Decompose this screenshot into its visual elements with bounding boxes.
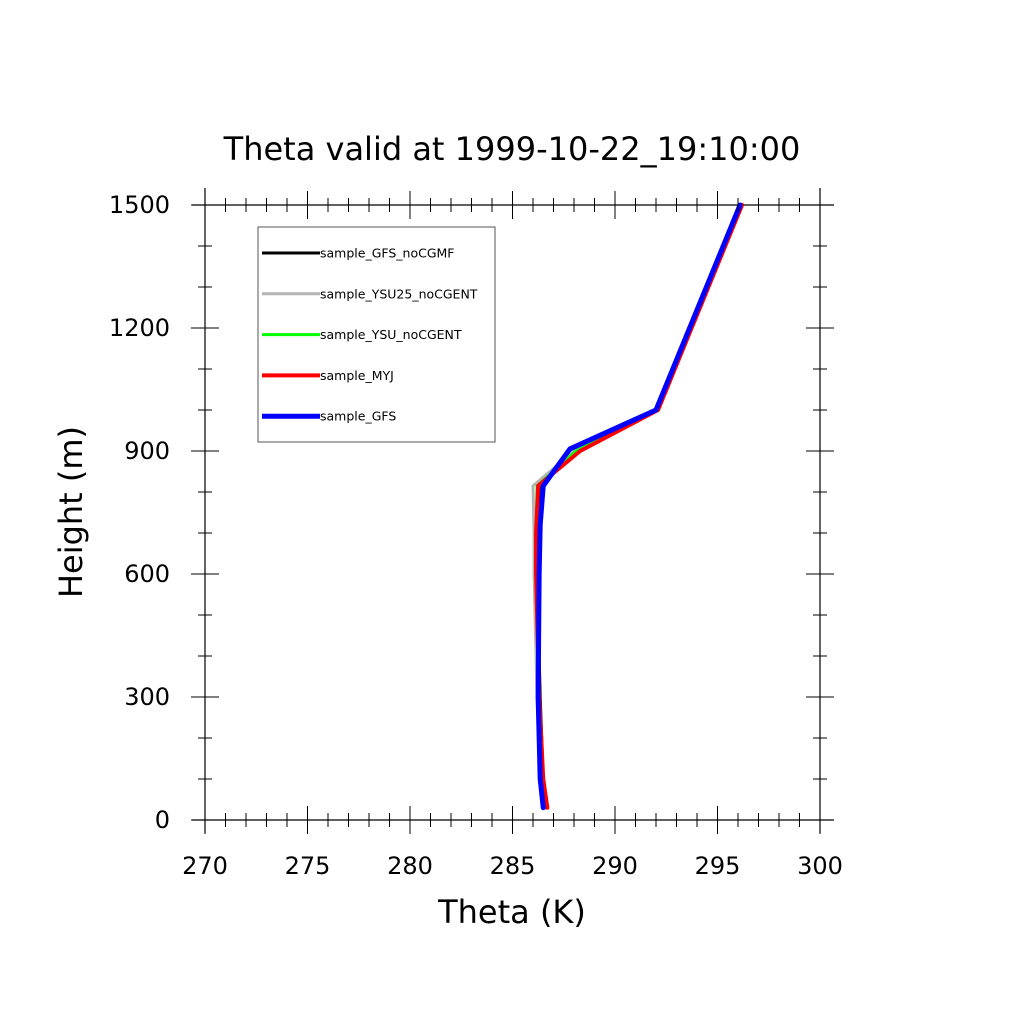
- y-tick-label: 1200: [109, 314, 170, 342]
- legend-label: sample_YSU_noCGENT: [320, 327, 462, 342]
- series-line-sample_YSU_noCGENT: [534, 203, 743, 810]
- x-tick-label: 275: [285, 852, 331, 880]
- x-axis-label: Theta (K): [437, 893, 586, 931]
- legend-label: sample_GFS: [320, 409, 396, 424]
- series-group: [531, 202, 745, 811]
- y-tick-label: 600: [124, 560, 170, 588]
- y-axis-label: Height (m): [52, 426, 90, 598]
- y-tick-label: 1500: [109, 191, 170, 219]
- y-tick-label: 300: [124, 683, 170, 711]
- series-line-sample_GFS: [535, 202, 743, 811]
- x-tick-label: 290: [592, 852, 638, 880]
- y-tick-label: 900: [124, 437, 170, 465]
- legend: sample_GFS_noCGMF sample_YSU25_noCGENTsam…: [257, 226, 496, 443]
- legend-label: sample_MYJ: [320, 368, 394, 383]
- x-tick-label: 300: [797, 852, 843, 880]
- x-tick-label: 295: [695, 852, 741, 880]
- x-tick-label: 285: [490, 852, 536, 880]
- series-line-sample_YSU25_noCGENT: [531, 203, 742, 810]
- y-tick-label: 0: [155, 806, 170, 834]
- x-tick-label: 270: [182, 852, 228, 880]
- legend-label: sample_YSU25_noCGENT: [320, 286, 478, 301]
- series-line-sample_MYJ: [534, 203, 745, 810]
- series-line-sample_GFS_noCGMF: [535, 203, 744, 810]
- chart-title: Theta valid at 1999-10-22_19:10:00: [223, 130, 801, 168]
- axis-ticks: 270 275 280 285 290 295 300 0 300 600 900 1200 1500: [109, 191, 843, 880]
- x-tick-label: 280: [387, 852, 433, 880]
- legend-label: sample_GFS_noCGMF: [320, 246, 455, 261]
